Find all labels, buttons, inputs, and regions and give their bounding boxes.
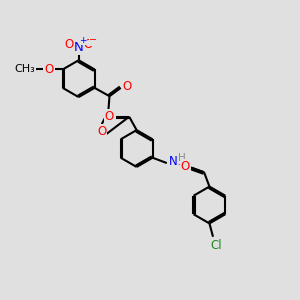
Text: −: − — [89, 35, 98, 45]
Text: O: O — [105, 110, 114, 123]
Text: N: N — [74, 41, 83, 54]
Text: O: O — [64, 38, 74, 51]
Text: O: O — [123, 80, 132, 93]
Text: H: H — [178, 153, 186, 163]
Text: CH₃: CH₃ — [15, 64, 35, 74]
Text: O: O — [180, 160, 190, 173]
Text: Cl: Cl — [211, 238, 222, 252]
Text: O: O — [84, 38, 93, 51]
Text: N: N — [168, 155, 177, 168]
Text: O: O — [97, 125, 106, 138]
Text: O: O — [44, 63, 54, 76]
Text: +: + — [80, 35, 87, 44]
